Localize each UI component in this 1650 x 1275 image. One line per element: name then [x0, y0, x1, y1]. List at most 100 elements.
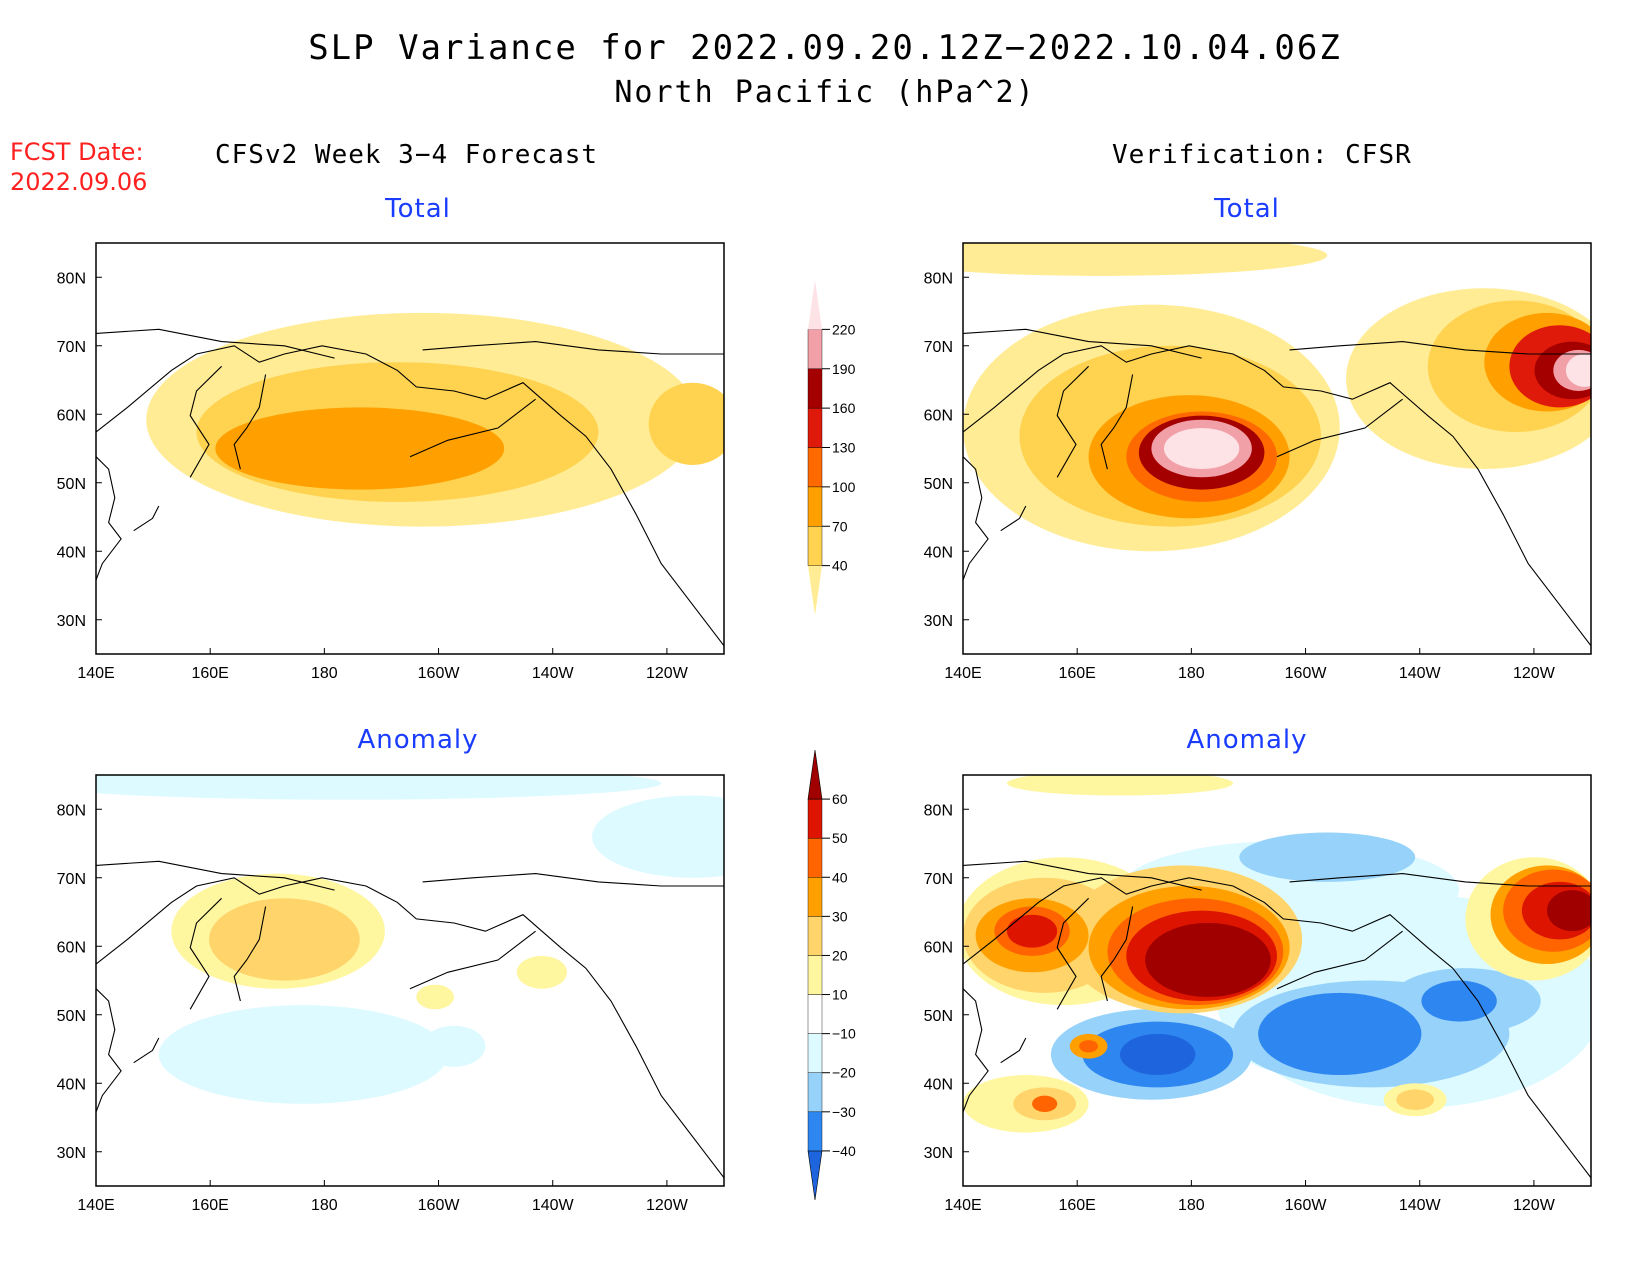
x-tick-label: 120W: [1513, 1197, 1556, 1214]
x-tick-label: 160E: [1058, 665, 1095, 682]
colorbar-label: 220: [832, 321, 856, 337]
x-tick-label: 140E: [77, 1197, 114, 1214]
colorbar-label: 40: [832, 558, 848, 574]
x-tick-label: 160W: [1285, 1197, 1328, 1214]
colorbar-label: 160: [832, 400, 856, 416]
coastline: [1276, 398, 1403, 458]
coastline: [963, 345, 1591, 647]
contour-region: [1006, 914, 1058, 948]
colorbar-cell: [807, 798, 823, 839]
x-tick-label: 120W: [646, 1197, 689, 1214]
colorbar-cell: [807, 368, 823, 409]
coastline: [1289, 341, 1591, 355]
map-panel-verification-anomaly: [963, 775, 1591, 1186]
coastline: [1056, 365, 1089, 478]
colorbar-label: 40: [832, 869, 848, 885]
colorbar-label: −10: [832, 1026, 856, 1042]
colorbar-cell: [808, 565, 822, 615]
y-tick-label: 80N: [57, 270, 86, 287]
coastline: [963, 328, 1202, 359]
contour-region: [96, 775, 662, 800]
contour-region: [1079, 1040, 1099, 1053]
panel-title-verification-total: Total: [1214, 194, 1280, 224]
panel-frame: [95, 774, 725, 1187]
contour-region: [1120, 1033, 1196, 1076]
x-tick-label: 160W: [418, 665, 461, 682]
colorbar-cell: [807, 407, 823, 448]
panel-frame: [962, 242, 1592, 655]
x-tick-label: 160W: [418, 1197, 461, 1214]
verification-column-title: Verification: CFSR: [1112, 140, 1412, 170]
x-tick-label: 140E: [944, 665, 981, 682]
contour-region: [1145, 922, 1271, 997]
x-tick-label: 140W: [532, 1197, 575, 1214]
colorbar-label: 130: [832, 440, 856, 456]
y-tick-label: 50N: [57, 476, 86, 493]
fcst-date-value: 2022.09.06: [10, 168, 148, 196]
colorbar-cell: [807, 955, 823, 995]
fcst-date-label: FCST Date:: [10, 138, 144, 166]
x-tick-label: 120W: [646, 665, 689, 682]
y-tick-label: 80N: [924, 270, 953, 287]
y-tick-label: 80N: [924, 802, 953, 819]
y-tick-label: 40N: [924, 544, 953, 561]
coastline: [963, 456, 989, 581]
y-tick-label: 30N: [57, 613, 86, 630]
coastline: [1276, 930, 1403, 990]
contour-region: [1032, 1095, 1058, 1113]
colorbar-cell: [807, 1072, 823, 1113]
contour-region: [422, 1025, 486, 1067]
x-tick-label: 180: [1178, 1197, 1205, 1214]
coastline: [409, 398, 536, 458]
colorbar-label: −30: [832, 1104, 856, 1120]
y-tick-label: 70N: [924, 339, 953, 356]
x-tick-label: 160E: [191, 665, 228, 682]
x-tick-label: 160W: [1285, 665, 1328, 682]
coastline: [189, 897, 222, 1010]
panel-frame: [95, 242, 725, 655]
colorbar-cell: [807, 916, 823, 956]
x-tick-label: 140E: [944, 1197, 981, 1214]
y-tick-label: 70N: [57, 339, 86, 356]
x-tick-label: 160E: [1058, 1197, 1095, 1214]
coastline: [963, 877, 1591, 1179]
x-tick-label: 140W: [532, 665, 575, 682]
x-tick-label: 140W: [1399, 665, 1442, 682]
y-tick-label: 60N: [57, 939, 86, 956]
y-tick-label: 70N: [57, 871, 86, 888]
coastline: [1100, 374, 1134, 470]
colorbar-cell: [807, 1033, 823, 1073]
y-tick-label: 60N: [57, 407, 86, 424]
coastline: [963, 988, 989, 1113]
colorbar-label: 70: [832, 518, 848, 534]
x-tick-label: 120W: [1513, 665, 1556, 682]
colorbar-label: −40: [832, 1143, 856, 1159]
colorbar-label: 30: [832, 908, 848, 924]
y-tick-label: 50N: [924, 1008, 953, 1025]
colorbar-total: 40 70 100 130 160 190 220: [807, 280, 856, 615]
panel-title-forecast-anomaly: Anomaly: [357, 725, 479, 755]
colorbar-cell: [807, 994, 823, 1034]
contour-region: [1258, 992, 1422, 1076]
panel-frame: [962, 774, 1592, 1187]
colorbar-cell: [807, 837, 823, 878]
y-tick-label: 60N: [924, 407, 953, 424]
panel-title-verification-anomaly: Anomaly: [1186, 725, 1308, 755]
colorbar-anomaly: −40 −30 −20 −10 10 20 30 40 50 60: [807, 749, 856, 1201]
y-tick-label: 80N: [57, 802, 86, 819]
coastline: [1000, 505, 1027, 532]
coastline: [96, 860, 335, 891]
map-panel-forecast-anomaly: [96, 775, 724, 1186]
coastline: [133, 1037, 160, 1064]
coastline: [96, 988, 122, 1113]
coastline: [189, 365, 222, 478]
contour-region: [516, 955, 567, 989]
colorbar-cell: [808, 280, 822, 330]
colorbar-label: 60: [832, 791, 848, 807]
y-tick-label: 70N: [924, 871, 953, 888]
chart-subtitle: North Pacific (hPa^2): [614, 75, 1036, 110]
x-tick-label: 180: [311, 1197, 338, 1214]
y-tick-label: 50N: [57, 1008, 86, 1025]
coastline: [96, 328, 335, 359]
y-tick-label: 30N: [924, 613, 953, 630]
